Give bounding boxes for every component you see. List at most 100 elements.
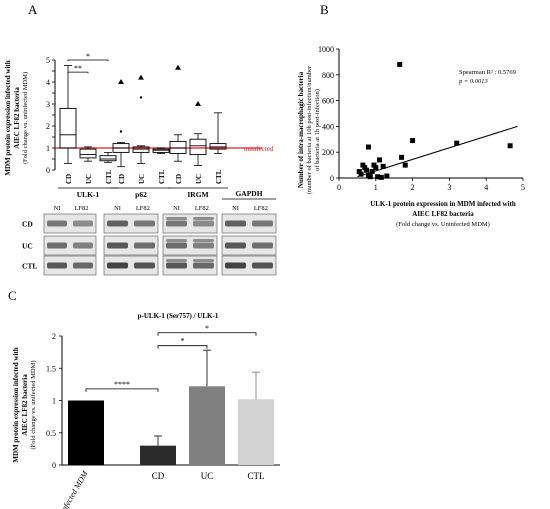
b-x-tick-label: 4 bbox=[484, 183, 488, 192]
a-group-label: p62 bbox=[135, 190, 147, 199]
blot-band bbox=[252, 220, 273, 227]
panel-label-a: A bbox=[28, 2, 38, 17]
blot-lane-label: NI bbox=[232, 205, 239, 212]
c-y-tick-label: 1.5 bbox=[46, 364, 56, 373]
blot-protein-label: GAPDH bbox=[235, 189, 262, 198]
b-data-point bbox=[364, 167, 370, 173]
a-y-tick-label: 4 bbox=[46, 78, 50, 87]
c-y-tick-label: 2 bbox=[52, 332, 56, 341]
c-bar bbox=[238, 399, 274, 465]
b-data-point bbox=[399, 154, 405, 160]
c-ylabel-line2: AIEC LF82 bacteria bbox=[21, 374, 29, 436]
b-data-point bbox=[362, 165, 368, 171]
b-data-point bbox=[356, 169, 362, 175]
b-y-tick-label: 800 bbox=[322, 71, 334, 80]
blot-band bbox=[73, 262, 93, 269]
blot-panel bbox=[43, 255, 97, 276]
panel-b-scatter: Number of intra-macrophagic bacteria (nu… bbox=[297, 45, 525, 228]
a-box bbox=[152, 148, 170, 153]
a-box bbox=[59, 107, 77, 149]
a-uninfected-label: uninfected bbox=[244, 145, 274, 153]
panel-a-boxplot: MDM protein expression infected with AIE… bbox=[4, 52, 274, 199]
c-bar bbox=[189, 386, 225, 465]
a-group-label: IRGM bbox=[187, 190, 208, 199]
blot-band bbox=[166, 259, 187, 262]
blot-band bbox=[47, 220, 67, 227]
blot-panel bbox=[103, 213, 159, 234]
panel-label-b: B bbox=[320, 2, 329, 17]
b-x-tick-label: 3 bbox=[447, 183, 451, 192]
b-y-tick-label: 400 bbox=[322, 122, 334, 131]
a-sig-label: ** bbox=[74, 64, 82, 73]
a-box bbox=[79, 148, 97, 159]
blot-lane-label: NI bbox=[54, 205, 61, 212]
a-box bbox=[99, 155, 117, 162]
blot-band bbox=[134, 220, 155, 227]
blot-band bbox=[166, 262, 187, 269]
b-y-tick-label: 200 bbox=[322, 148, 334, 157]
a-sig-bracket bbox=[67, 71, 89, 74]
c-y-tick-label: 0.5 bbox=[46, 429, 56, 438]
a-outlier-point bbox=[195, 101, 201, 106]
c-ylabel-line3: (Fold change vs. unifected MDM) bbox=[30, 361, 37, 450]
blot-band bbox=[166, 239, 187, 242]
b-x-tick-label: 2 bbox=[411, 183, 415, 192]
a-box bbox=[209, 143, 227, 150]
b-y-tick-label: 600 bbox=[322, 97, 334, 106]
a-box-label: CTL bbox=[215, 169, 223, 184]
b-x-tick-label: 0 bbox=[337, 183, 341, 192]
c-ylabel-line1: MDM protein expression infected with bbox=[12, 347, 20, 462]
b-trendline bbox=[357, 125, 518, 178]
b-data-point bbox=[367, 174, 373, 180]
b-data-point bbox=[371, 162, 377, 168]
b-ylabel-line1: Number of intra-macrophagic bacteria bbox=[297, 71, 305, 188]
blot-panel bbox=[43, 235, 97, 256]
blot-band bbox=[193, 220, 214, 227]
a-outlier-point bbox=[118, 79, 124, 84]
b-data-point bbox=[380, 163, 386, 169]
b-data-point bbox=[507, 143, 513, 149]
b-points bbox=[356, 61, 518, 180]
blot-panel bbox=[103, 235, 159, 256]
b-ylabel-line2: (number of bacteria at 10h post-infectio… bbox=[306, 65, 313, 194]
b-data-point bbox=[410, 138, 416, 144]
c-bar bbox=[140, 445, 176, 465]
blot-panel bbox=[221, 235, 277, 256]
blot-band bbox=[193, 262, 214, 269]
a-box-label: UC bbox=[85, 174, 93, 184]
blot-band bbox=[225, 262, 246, 269]
b-data-point bbox=[454, 140, 460, 146]
blot-band bbox=[193, 259, 214, 262]
b-x-tick-label: 5 bbox=[521, 183, 525, 192]
a-ylabel-line3: (Fold change vs. uninfected MDM) bbox=[22, 72, 29, 164]
blot-row-label: UC bbox=[22, 242, 33, 251]
blot-band bbox=[73, 242, 93, 249]
blot-band bbox=[225, 242, 246, 249]
b-ylabel-line3: of bacteria at 1h post-infection) bbox=[314, 89, 321, 171]
a-y-tick-label: 3 bbox=[46, 100, 50, 109]
blot-band bbox=[47, 242, 67, 249]
blot-band bbox=[166, 242, 187, 249]
blot-lane-label: LF82 bbox=[254, 205, 268, 212]
c-y-tick-label: 1 bbox=[52, 397, 56, 406]
blot-lane-label: NI bbox=[173, 205, 180, 212]
c-title: p-ULK-1 (Ser757) / ULK-1 bbox=[138, 312, 219, 320]
c-sig-bracket bbox=[85, 388, 159, 392]
b-x-tick-label: 1 bbox=[374, 183, 378, 192]
a-boxes: CD UC CTL ULK-1 CD UC CTL p62 CD UC CTL IRGM bbox=[58, 64, 228, 199]
western-blots: NI LF82 NI LF82 NI LF82 NI LF82 GAPDH CD UC CTL bbox=[22, 189, 277, 276]
blot-band bbox=[193, 242, 214, 249]
blot-panel bbox=[221, 213, 277, 234]
blot-lane-label: LF82 bbox=[136, 205, 150, 212]
c-sig-label: **** bbox=[114, 380, 130, 389]
a-y-tick-label: 1 bbox=[46, 144, 50, 153]
a-box bbox=[132, 146, 150, 153]
blot-band bbox=[193, 217, 214, 220]
blot-band bbox=[225, 220, 246, 227]
a-box-label: CTL bbox=[105, 169, 113, 184]
a-box-label: CD bbox=[175, 174, 183, 184]
b-data-point bbox=[375, 174, 381, 180]
panel-c-barchart: p-ULK-1 (Ser757) / ULK-1 MDM protein exp… bbox=[12, 312, 280, 509]
panel-label-c: C bbox=[8, 288, 17, 303]
